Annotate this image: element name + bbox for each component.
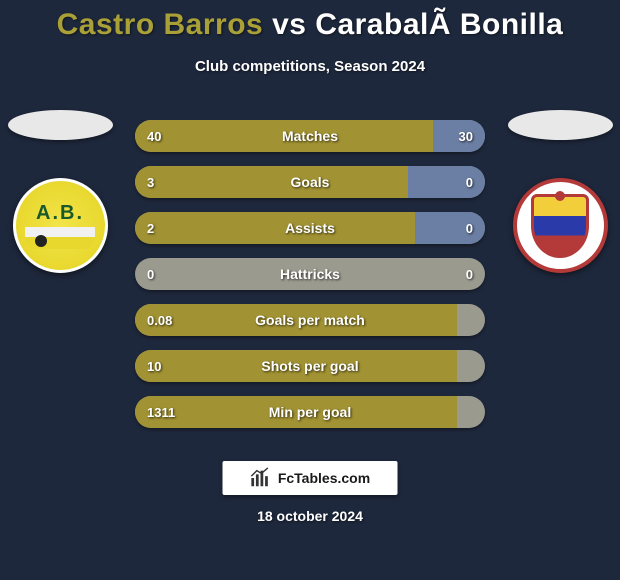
stats-bars: Matches4030 Goals30 Assists20 Hattricks00 Go… bbox=[135, 120, 485, 442]
stat-bar-left bbox=[135, 120, 433, 152]
stat-row: Hattricks00 bbox=[135, 258, 485, 290]
attribution-text: FcTables.com bbox=[278, 470, 370, 486]
stat-bar-left bbox=[135, 212, 415, 244]
stat-row: Min per goal1311 bbox=[135, 396, 485, 428]
stat-bar-right bbox=[415, 212, 485, 244]
player1-name: Castro Barros bbox=[57, 8, 264, 41]
player2-column bbox=[500, 110, 620, 273]
player2-club-logo bbox=[513, 178, 608, 273]
stat-bar-left bbox=[135, 396, 457, 428]
player1-club-logo: A.B. bbox=[13, 178, 108, 273]
subtitle: Club competitions, Season 2024 bbox=[0, 58, 620, 75]
club-logo-stripe bbox=[25, 227, 95, 249]
player2-name: CarabalÃ Bonilla bbox=[315, 8, 563, 41]
stat-row: Assists20 bbox=[135, 212, 485, 244]
player1-portrait-placeholder bbox=[8, 110, 113, 140]
stat-row: Matches4030 bbox=[135, 120, 485, 152]
stat-bar-left bbox=[135, 166, 408, 198]
club-logo-shield bbox=[531, 194, 589, 258]
stat-bar-left bbox=[135, 350, 457, 382]
page-title: Castro Barros vs CarabalÃ Bonilla bbox=[0, 8, 620, 42]
player1-column: A.B. bbox=[0, 110, 120, 273]
date-text: 18 october 2024 bbox=[0, 508, 620, 524]
stat-row: Goals per match0.08 bbox=[135, 304, 485, 336]
stat-bar-right bbox=[433, 120, 486, 152]
club-logo-initials: A.B. bbox=[36, 202, 84, 225]
chart-icon bbox=[250, 467, 272, 489]
player2-portrait-placeholder bbox=[508, 110, 613, 140]
stat-row: Goals30 bbox=[135, 166, 485, 198]
stat-bar-left bbox=[135, 304, 457, 336]
stat-row: Shots per goal10 bbox=[135, 350, 485, 382]
comparison-card: Castro Barros vs CarabalÃ Bonilla Club c… bbox=[0, 0, 620, 580]
stat-bar-right bbox=[408, 166, 485, 198]
attribution-badge: FcTables.com bbox=[223, 461, 398, 495]
vs-text: vs bbox=[272, 8, 306, 41]
